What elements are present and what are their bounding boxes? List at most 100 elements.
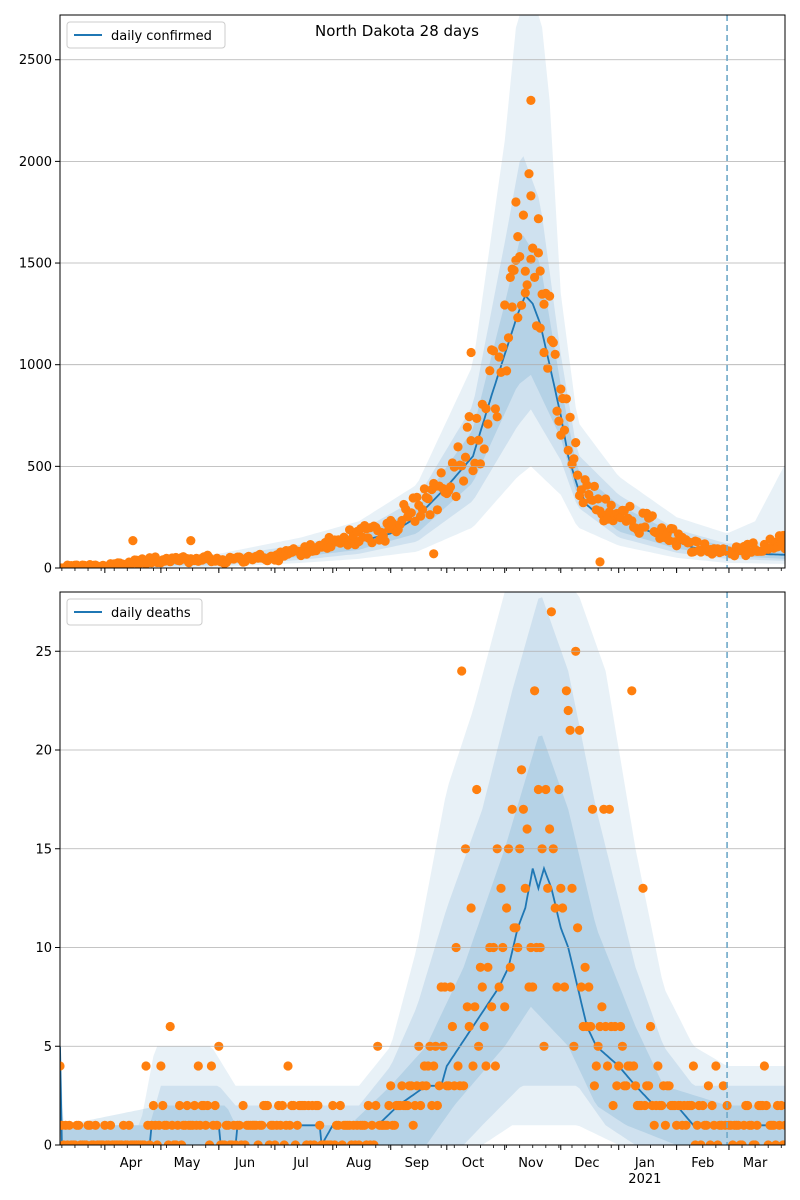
data-point	[589, 481, 600, 491]
data-point	[629, 1061, 639, 1071]
data-point	[367, 538, 377, 548]
uncertainty-band-inner	[60, 235, 785, 568]
data-point	[520, 883, 530, 893]
data-point	[522, 824, 532, 834]
data-point	[212, 1120, 222, 1130]
data-point	[464, 412, 474, 422]
data-point	[490, 1061, 500, 1071]
data-point	[743, 1100, 753, 1111]
data-point	[389, 1120, 400, 1130]
data-point	[612, 1081, 622, 1091]
y-tick-label: 500	[27, 460, 52, 475]
data-point	[468, 466, 478, 476]
data-point	[533, 214, 544, 224]
data-point	[313, 1100, 323, 1111]
data-point	[518, 210, 529, 220]
data-point	[610, 1021, 620, 1032]
data-point	[502, 903, 512, 913]
data-point	[554, 784, 564, 795]
data-point	[630, 1081, 641, 1091]
data-point	[539, 299, 549, 309]
data-point	[416, 1100, 426, 1111]
data-point	[434, 1081, 444, 1091]
data-point	[546, 607, 557, 617]
x-tick-label: Jun	[234, 1156, 255, 1171]
data-point	[556, 883, 566, 893]
data-point	[234, 1120, 244, 1130]
data-point	[470, 1002, 480, 1012]
data-point	[90, 1120, 101, 1130]
data-point	[176, 1140, 187, 1145]
data-point	[459, 1081, 469, 1091]
x-tick-label: Mar	[743, 1156, 768, 1171]
data-point	[457, 666, 467, 676]
data-point	[737, 1140, 747, 1145]
data-point	[490, 404, 500, 414]
data-point	[582, 480, 592, 490]
data-point	[653, 1061, 663, 1071]
data-point	[513, 313, 523, 323]
data-point	[175, 1100, 185, 1111]
data-point	[561, 394, 572, 404]
data-point	[550, 903, 560, 913]
data-point	[718, 1081, 728, 1091]
data-point	[505, 962, 515, 972]
data-point	[535, 266, 545, 276]
data-point	[518, 804, 529, 814]
data-point	[380, 536, 390, 546]
data-point	[277, 1100, 287, 1111]
data-point	[417, 505, 428, 515]
data-point	[429, 1061, 439, 1071]
data-point	[563, 705, 573, 716]
data-point	[660, 1120, 671, 1130]
data-point	[479, 1021, 489, 1032]
data-point	[657, 1100, 667, 1111]
y-tick-label: 1000	[19, 358, 52, 373]
data-point	[432, 505, 442, 515]
data-point	[279, 1140, 289, 1145]
data-point	[526, 254, 536, 264]
data-point	[412, 492, 422, 502]
data-point	[578, 1021, 588, 1032]
data-point	[466, 903, 476, 913]
data-point	[189, 1100, 200, 1111]
data-point	[354, 1140, 364, 1145]
data-point	[309, 1140, 319, 1145]
data-point	[453, 442, 463, 452]
data-point	[210, 1100, 220, 1111]
data-point	[386, 1081, 396, 1091]
y-tick-label: 20	[35, 744, 52, 759]
data-point	[750, 1140, 760, 1145]
data-point	[526, 95, 536, 105]
data-point	[771, 1140, 781, 1145]
data-point	[759, 1061, 770, 1071]
data-point	[593, 494, 603, 504]
data-point	[606, 500, 616, 510]
data-point	[457, 461, 467, 471]
legend: daily confirmed	[66, 21, 226, 49]
data-point	[105, 1120, 116, 1130]
data-point	[60, 1061, 65, 1071]
data-point	[692, 1120, 702, 1130]
data-point	[64, 1120, 74, 1130]
data-point	[509, 923, 519, 933]
data-point	[156, 1061, 166, 1071]
data-point	[587, 804, 598, 814]
data-point	[477, 982, 487, 992]
data-point	[591, 1061, 601, 1071]
data-point	[580, 962, 590, 972]
data-point	[728, 1140, 738, 1145]
data-point	[445, 482, 456, 492]
legend-label: daily deaths	[111, 606, 191, 621]
data-point	[522, 280, 532, 290]
data-point	[552, 406, 562, 416]
data-point	[451, 491, 461, 502]
data-point	[494, 352, 504, 362]
data-point	[640, 522, 650, 532]
x-tick-label: Oct	[462, 1156, 484, 1171]
data-point	[500, 1002, 510, 1012]
data-point	[619, 1081, 629, 1091]
data-point	[485, 366, 495, 376]
data-point	[595, 557, 605, 567]
data-point	[552, 982, 562, 992]
